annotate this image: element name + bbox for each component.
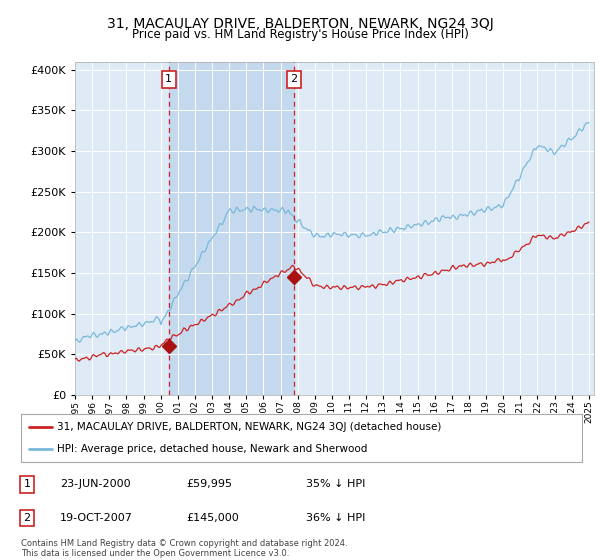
Text: 31, MACAULAY DRIVE, BALDERTON, NEWARK, NG24 3QJ (detached house): 31, MACAULAY DRIVE, BALDERTON, NEWARK, N… <box>58 422 442 432</box>
Text: HPI: Average price, detached house, Newark and Sherwood: HPI: Average price, detached house, Newa… <box>58 444 368 454</box>
Text: 23-JUN-2000: 23-JUN-2000 <box>60 479 131 489</box>
Text: 19-OCT-2007: 19-OCT-2007 <box>60 513 133 523</box>
Text: £145,000: £145,000 <box>186 513 239 523</box>
Text: £59,995: £59,995 <box>186 479 232 489</box>
Text: 2: 2 <box>23 513 31 523</box>
Text: Price paid vs. HM Land Registry's House Price Index (HPI): Price paid vs. HM Land Registry's House … <box>131 28 469 41</box>
Text: 31, MACAULAY DRIVE, BALDERTON, NEWARK, NG24 3QJ: 31, MACAULAY DRIVE, BALDERTON, NEWARK, N… <box>107 17 493 31</box>
Text: 2: 2 <box>290 74 298 85</box>
Text: 1: 1 <box>165 74 172 85</box>
Bar <box>169 62 294 395</box>
Text: 36% ↓ HPI: 36% ↓ HPI <box>306 513 365 523</box>
Text: 35% ↓ HPI: 35% ↓ HPI <box>306 479 365 489</box>
Text: 1: 1 <box>23 479 31 489</box>
Text: Contains HM Land Registry data © Crown copyright and database right 2024.
This d: Contains HM Land Registry data © Crown c… <box>21 539 347 558</box>
